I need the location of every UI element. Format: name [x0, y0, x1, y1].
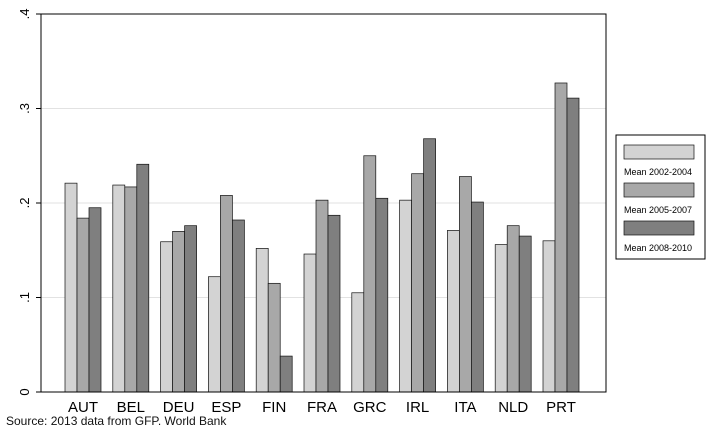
- x-tick-label: ESP: [211, 399, 241, 416]
- x-tick-label: FRA: [307, 399, 337, 416]
- x-tick-label: AUT: [68, 399, 98, 416]
- bar-nld-1: [506, 225, 520, 393]
- bar-prt-0: [542, 240, 556, 393]
- bar-bel-2: [136, 163, 150, 393]
- bar-bel-1: [124, 186, 138, 393]
- legend-label: Mean 2008-2010: [624, 243, 692, 253]
- x-tick-label: ITA: [454, 399, 476, 416]
- y-tick-label: .4: [17, 9, 32, 20]
- bar-fin-0: [255, 248, 269, 393]
- bar-grc-0: [351, 292, 365, 393]
- legend-swatch: [623, 220, 695, 236]
- bar-deu-0: [160, 241, 173, 393]
- bar-esp-0: [208, 276, 221, 393]
- bar-ita-0: [447, 230, 460, 393]
- bar-fin-1: [267, 282, 281, 393]
- bar-grc-2: [375, 197, 389, 393]
- bar-esp-1: [220, 195, 233, 393]
- y-tick-label: 0: [17, 388, 32, 395]
- bar-deu-1: [172, 231, 185, 393]
- plot-frame: [40, 13, 607, 393]
- bar-fra-1: [315, 199, 329, 393]
- x-tick-label: IRL: [406, 399, 429, 416]
- bar-esp-2: [232, 219, 245, 393]
- bar-nld-0: [494, 244, 508, 393]
- bar-aut-1: [76, 217, 90, 393]
- x-tick-label: BEL: [117, 399, 145, 416]
- x-tick-label: GRC: [353, 399, 387, 416]
- bar-nld-2: [518, 235, 532, 393]
- legend-swatch: [623, 182, 695, 198]
- bar-fra-0: [303, 253, 317, 393]
- bar-grc-1: [363, 155, 377, 393]
- x-tick-label: FIN: [262, 399, 286, 416]
- x-tick-label: NLD: [498, 399, 528, 416]
- bar-irl-1: [411, 173, 424, 393]
- legend-label: Mean 2005-2007: [624, 205, 692, 215]
- bar-ita-2: [471, 201, 484, 393]
- y-tick-label: .2: [17, 198, 32, 209]
- bar-deu-2: [184, 225, 197, 393]
- legend-swatch: [623, 144, 695, 160]
- y-tick-label: .1: [17, 292, 32, 303]
- bar-fra-2: [327, 214, 341, 393]
- x-tick-label: DEU: [163, 399, 195, 416]
- bar-aut-2: [88, 207, 102, 393]
- bar-irl-0: [399, 199, 412, 393]
- y-tick-label: .3: [17, 103, 32, 114]
- source-note: Source: 2013 data from GFP. World Bank: [6, 414, 227, 428]
- legend-label: Mean 2002-2004: [624, 167, 692, 177]
- bar-aut-0: [64, 182, 78, 393]
- x-tick-label: PRT: [546, 399, 576, 416]
- bar-fin-2: [279, 355, 293, 393]
- bar-ita-1: [459, 176, 472, 393]
- bar-prt-1: [554, 82, 568, 393]
- bar-irl-2: [423, 138, 436, 393]
- bar-bel-0: [112, 184, 126, 393]
- bar-prt-2: [566, 97, 580, 393]
